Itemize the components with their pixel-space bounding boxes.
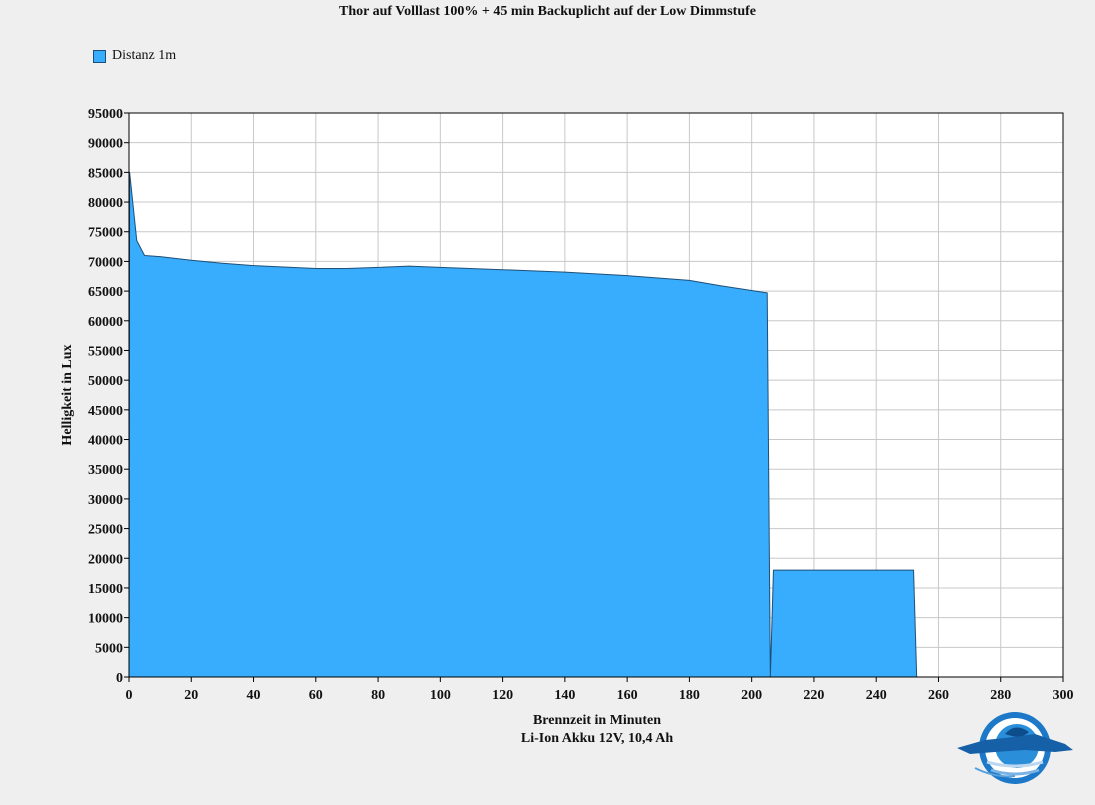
- x-tick-label: 280: [990, 688, 1011, 703]
- x-tick-label: 120: [492, 688, 513, 703]
- x-tick-label: 240: [866, 688, 887, 703]
- x-tick-label: 160: [617, 688, 638, 703]
- y-tick-label: 35000: [88, 463, 123, 478]
- x-tick-label: 20: [184, 688, 198, 703]
- legend-swatch: [93, 49, 106, 63]
- y-tick-label: 0: [116, 671, 123, 686]
- y-tick-label: 65000: [88, 285, 123, 300]
- x-tick-label: 60: [309, 688, 323, 703]
- x-tick-label: 0: [126, 688, 133, 703]
- x-tick-label: 300: [1053, 688, 1074, 703]
- y-tick-label: 60000: [88, 315, 123, 330]
- y-tick-label: 25000: [88, 523, 123, 538]
- x-tick-label: 100: [430, 688, 451, 703]
- y-tick-label: 30000: [88, 493, 123, 508]
- x-tick-label: 180: [679, 688, 700, 703]
- x-axis-sublabel: Li-Ion Akku 12V, 10,4 Ah: [521, 731, 673, 746]
- plot-frame: [128, 112, 1064, 678]
- x-tick-label: 260: [928, 688, 949, 703]
- y-axis-label: Helligkeit in Lux: [60, 344, 75, 445]
- y-tick-label: 5000: [95, 641, 123, 656]
- y-tick-label: 50000: [88, 374, 123, 389]
- series-area-0: [128, 171, 1064, 678]
- x-tick-label: 140: [554, 688, 575, 703]
- y-tick-label: 70000: [88, 255, 123, 270]
- x-axis-label: Brennzeit in Minuten: [533, 713, 661, 728]
- x-tick-label: 40: [247, 688, 261, 703]
- diver-logo-icon: [957, 712, 1073, 784]
- chart-title: Thor auf Volllast 100% + 45 min Backupli…: [338, 4, 756, 19]
- y-tick-label: 80000: [88, 196, 123, 211]
- legend-label: Distanz 1m: [112, 48, 177, 63]
- y-tick-label: 45000: [88, 404, 123, 419]
- y-tick-label: 75000: [88, 226, 123, 241]
- y-tick-label: 85000: [88, 166, 123, 181]
- chart-legend: Distanz 1m: [93, 48, 176, 64]
- y-tick-label: 20000: [88, 552, 123, 567]
- y-tick-label: 10000: [88, 612, 123, 627]
- y-tick-label: 40000: [88, 434, 123, 449]
- y-tick-label: 90000: [88, 137, 123, 152]
- y-tick-label: 95000: [88, 107, 123, 122]
- y-tick-label: 55000: [88, 344, 123, 359]
- y-tick-label: 15000: [88, 582, 123, 597]
- x-tick-label: 200: [741, 688, 762, 703]
- x-tick-label: 220: [803, 688, 824, 703]
- x-tick-label: 80: [371, 688, 385, 703]
